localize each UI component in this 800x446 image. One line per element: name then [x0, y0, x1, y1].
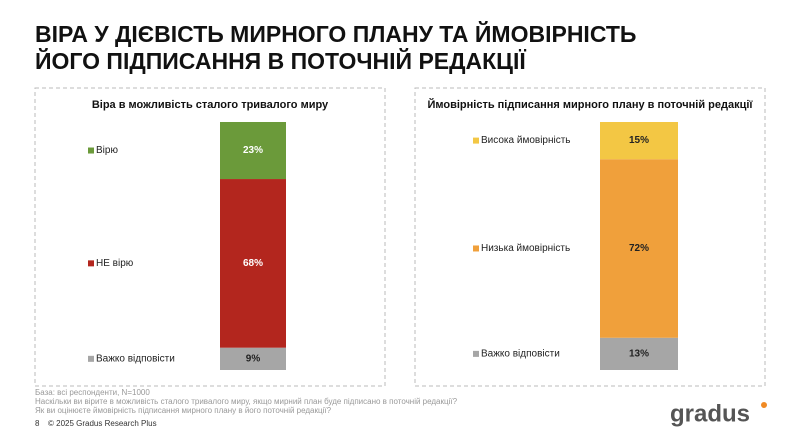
footnote: Як ви оцінюєте ймовірність підписання ми…: [35, 406, 332, 415]
bar-segment: [600, 122, 678, 160]
panel: [414, 87, 766, 387]
legend-swatch: [473, 245, 479, 252]
bar-segment: [220, 122, 286, 180]
legend-label: Вірю: [96, 145, 118, 156]
copyright: © 2025 Gradus Research Plus: [48, 419, 157, 428]
logo: gradus: [670, 400, 750, 427]
value-label: 15%: [629, 135, 649, 146]
footnote: База: всі респонденти, N=1000: [35, 388, 150, 397]
value-label: 68%: [243, 258, 263, 269]
bar-segment: [220, 179, 286, 348]
legend-swatch: [473, 350, 479, 357]
value-label: 72%: [629, 243, 649, 254]
legend-label: Важко відповісти: [96, 353, 175, 364]
legend-swatch: [473, 137, 479, 144]
bar-segment: [600, 337, 678, 370]
legend-label: Висока ймовірність: [481, 135, 571, 146]
legend-swatch: [88, 147, 94, 154]
page-number: 8: [35, 419, 40, 428]
bar-segment: [600, 159, 678, 338]
slide-title: ВІРА У ДІЄВІСТЬ МИРНОГО ПЛАНУ ТА ЙМОВІРН…: [35, 20, 636, 47]
legend-label: НЕ вірю: [96, 258, 134, 269]
chart-title: Віра в можливість сталого тривалого миру: [92, 99, 329, 111]
legend-swatch: [88, 260, 94, 267]
legend-label: Важко відповісти: [481, 349, 560, 360]
value-label: 9%: [246, 353, 261, 364]
chart-title: Ймовірність підписання мирного плану в п…: [427, 98, 753, 111]
footnote: Наскільки ви вірите в можливість сталого…: [35, 397, 458, 406]
bar-segment: [220, 347, 286, 370]
legend-swatch: [88, 355, 94, 362]
logo-dot: [761, 402, 767, 408]
value-label: 13%: [629, 349, 649, 360]
value-label: 23%: [243, 145, 263, 156]
legend-label: Низька ймовірність: [481, 243, 570, 254]
panel: [34, 87, 386, 387]
slide-title: ЙОГО ПІДПИСАННЯ В ПОТОЧНІЙ РЕДАКЦІЇ: [35, 47, 526, 74]
